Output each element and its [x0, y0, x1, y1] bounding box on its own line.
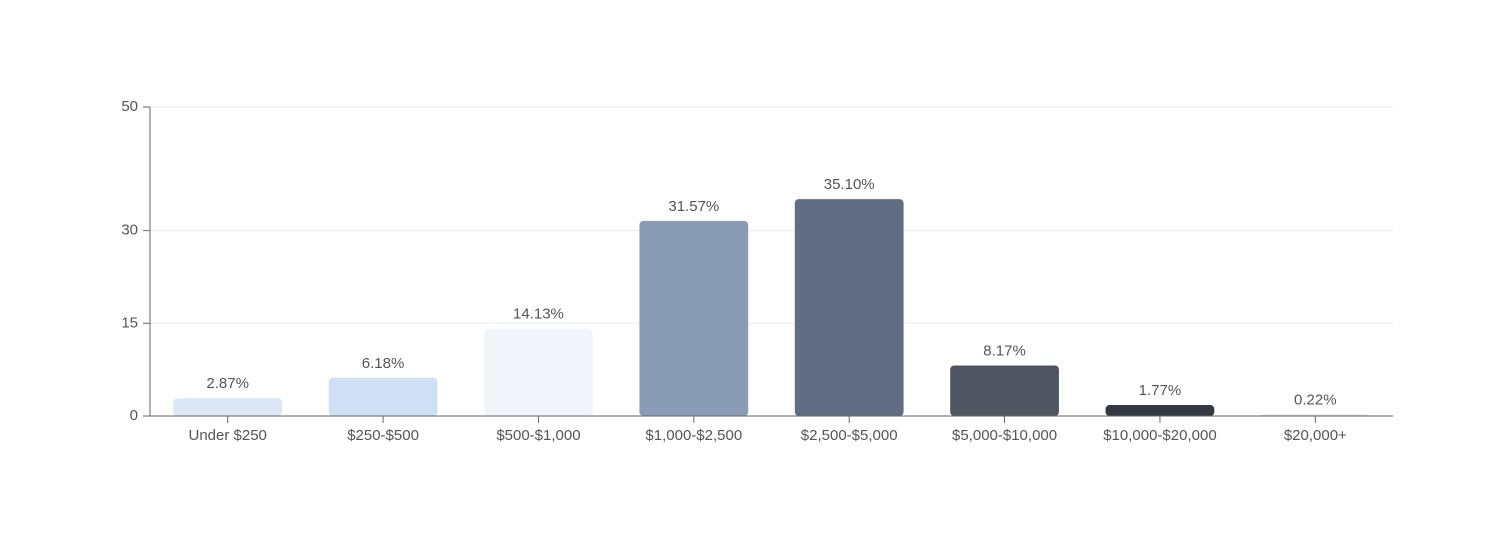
- y-tick-label: 15: [121, 314, 138, 331]
- value-label: 2.87%: [206, 375, 249, 392]
- x-tick-label: $5,000-$10,000: [952, 427, 1057, 444]
- value-label: 35.10%: [824, 176, 875, 193]
- value-label: 31.57%: [668, 198, 719, 215]
- y-tick-label: 50: [121, 98, 138, 115]
- bar: [484, 328, 593, 416]
- x-tick-label: $500-$1,000: [496, 427, 580, 444]
- bar: [173, 398, 283, 416]
- x-tick-label: $20,000+: [1284, 427, 1347, 444]
- bar: [950, 365, 1059, 416]
- value-label: 8.17%: [983, 342, 1026, 359]
- x-tick-label: $2,500-$5,000: [801, 427, 898, 444]
- bar: [328, 377, 438, 416]
- value-label: 1.77%: [1139, 382, 1182, 399]
- value-label: 0.22%: [1294, 392, 1337, 409]
- bar: [639, 220, 749, 416]
- bar: [794, 199, 904, 416]
- x-tick-label: $10,000-$20,000: [1103, 427, 1216, 444]
- bar: [1105, 405, 1215, 416]
- x-tick-label: $250-$500: [347, 427, 419, 444]
- x-tick-label: $1,000-$2,500: [645, 427, 742, 444]
- value-label: 6.18%: [362, 355, 405, 372]
- y-tick-label: 30: [121, 222, 138, 239]
- x-tick-label: Under $250: [188, 427, 266, 444]
- value-label: 14.13%: [513, 306, 564, 323]
- y-tick-label: 0: [130, 407, 138, 424]
